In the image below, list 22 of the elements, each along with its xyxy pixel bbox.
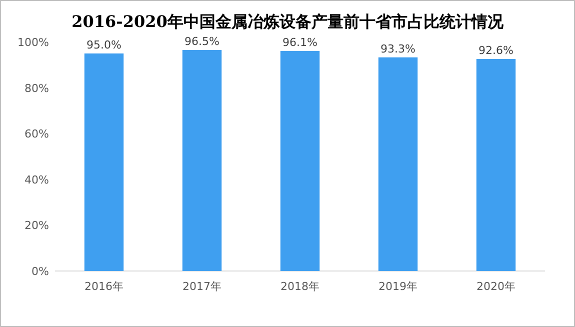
data-label: 92.6%: [478, 44, 514, 57]
x-tick-label: 2020年: [476, 280, 516, 293]
bar: [378, 57, 418, 271]
y-tick-label: 100%: [18, 36, 49, 49]
x-tick-label: 2017年: [182, 280, 222, 293]
y-tick-label: 20%: [24, 219, 49, 232]
x-tick-label: 2018年: [280, 280, 320, 293]
bar: [476, 58, 516, 271]
x-tick-label: 2016年: [84, 280, 124, 293]
data-label: 93.3%: [380, 42, 416, 56]
x-tick-label: 2019年: [378, 280, 418, 293]
y-tick-label: 0%: [32, 265, 49, 278]
bar: [280, 50, 320, 271]
y-tick-label: 80%: [24, 82, 49, 95]
chart-title: 2016-2020年中国金属冶炼设备产量前十省市占比统计情况: [72, 12, 504, 31]
bar: [84, 53, 124, 271]
bar: [182, 50, 222, 271]
data-label: 96.5%: [184, 35, 220, 48]
data-label: 96.1%: [282, 36, 318, 49]
y-tick-label: 40%: [24, 173, 49, 186]
y-tick-label: 60%: [24, 128, 49, 141]
data-label: 95.0%: [86, 38, 122, 52]
